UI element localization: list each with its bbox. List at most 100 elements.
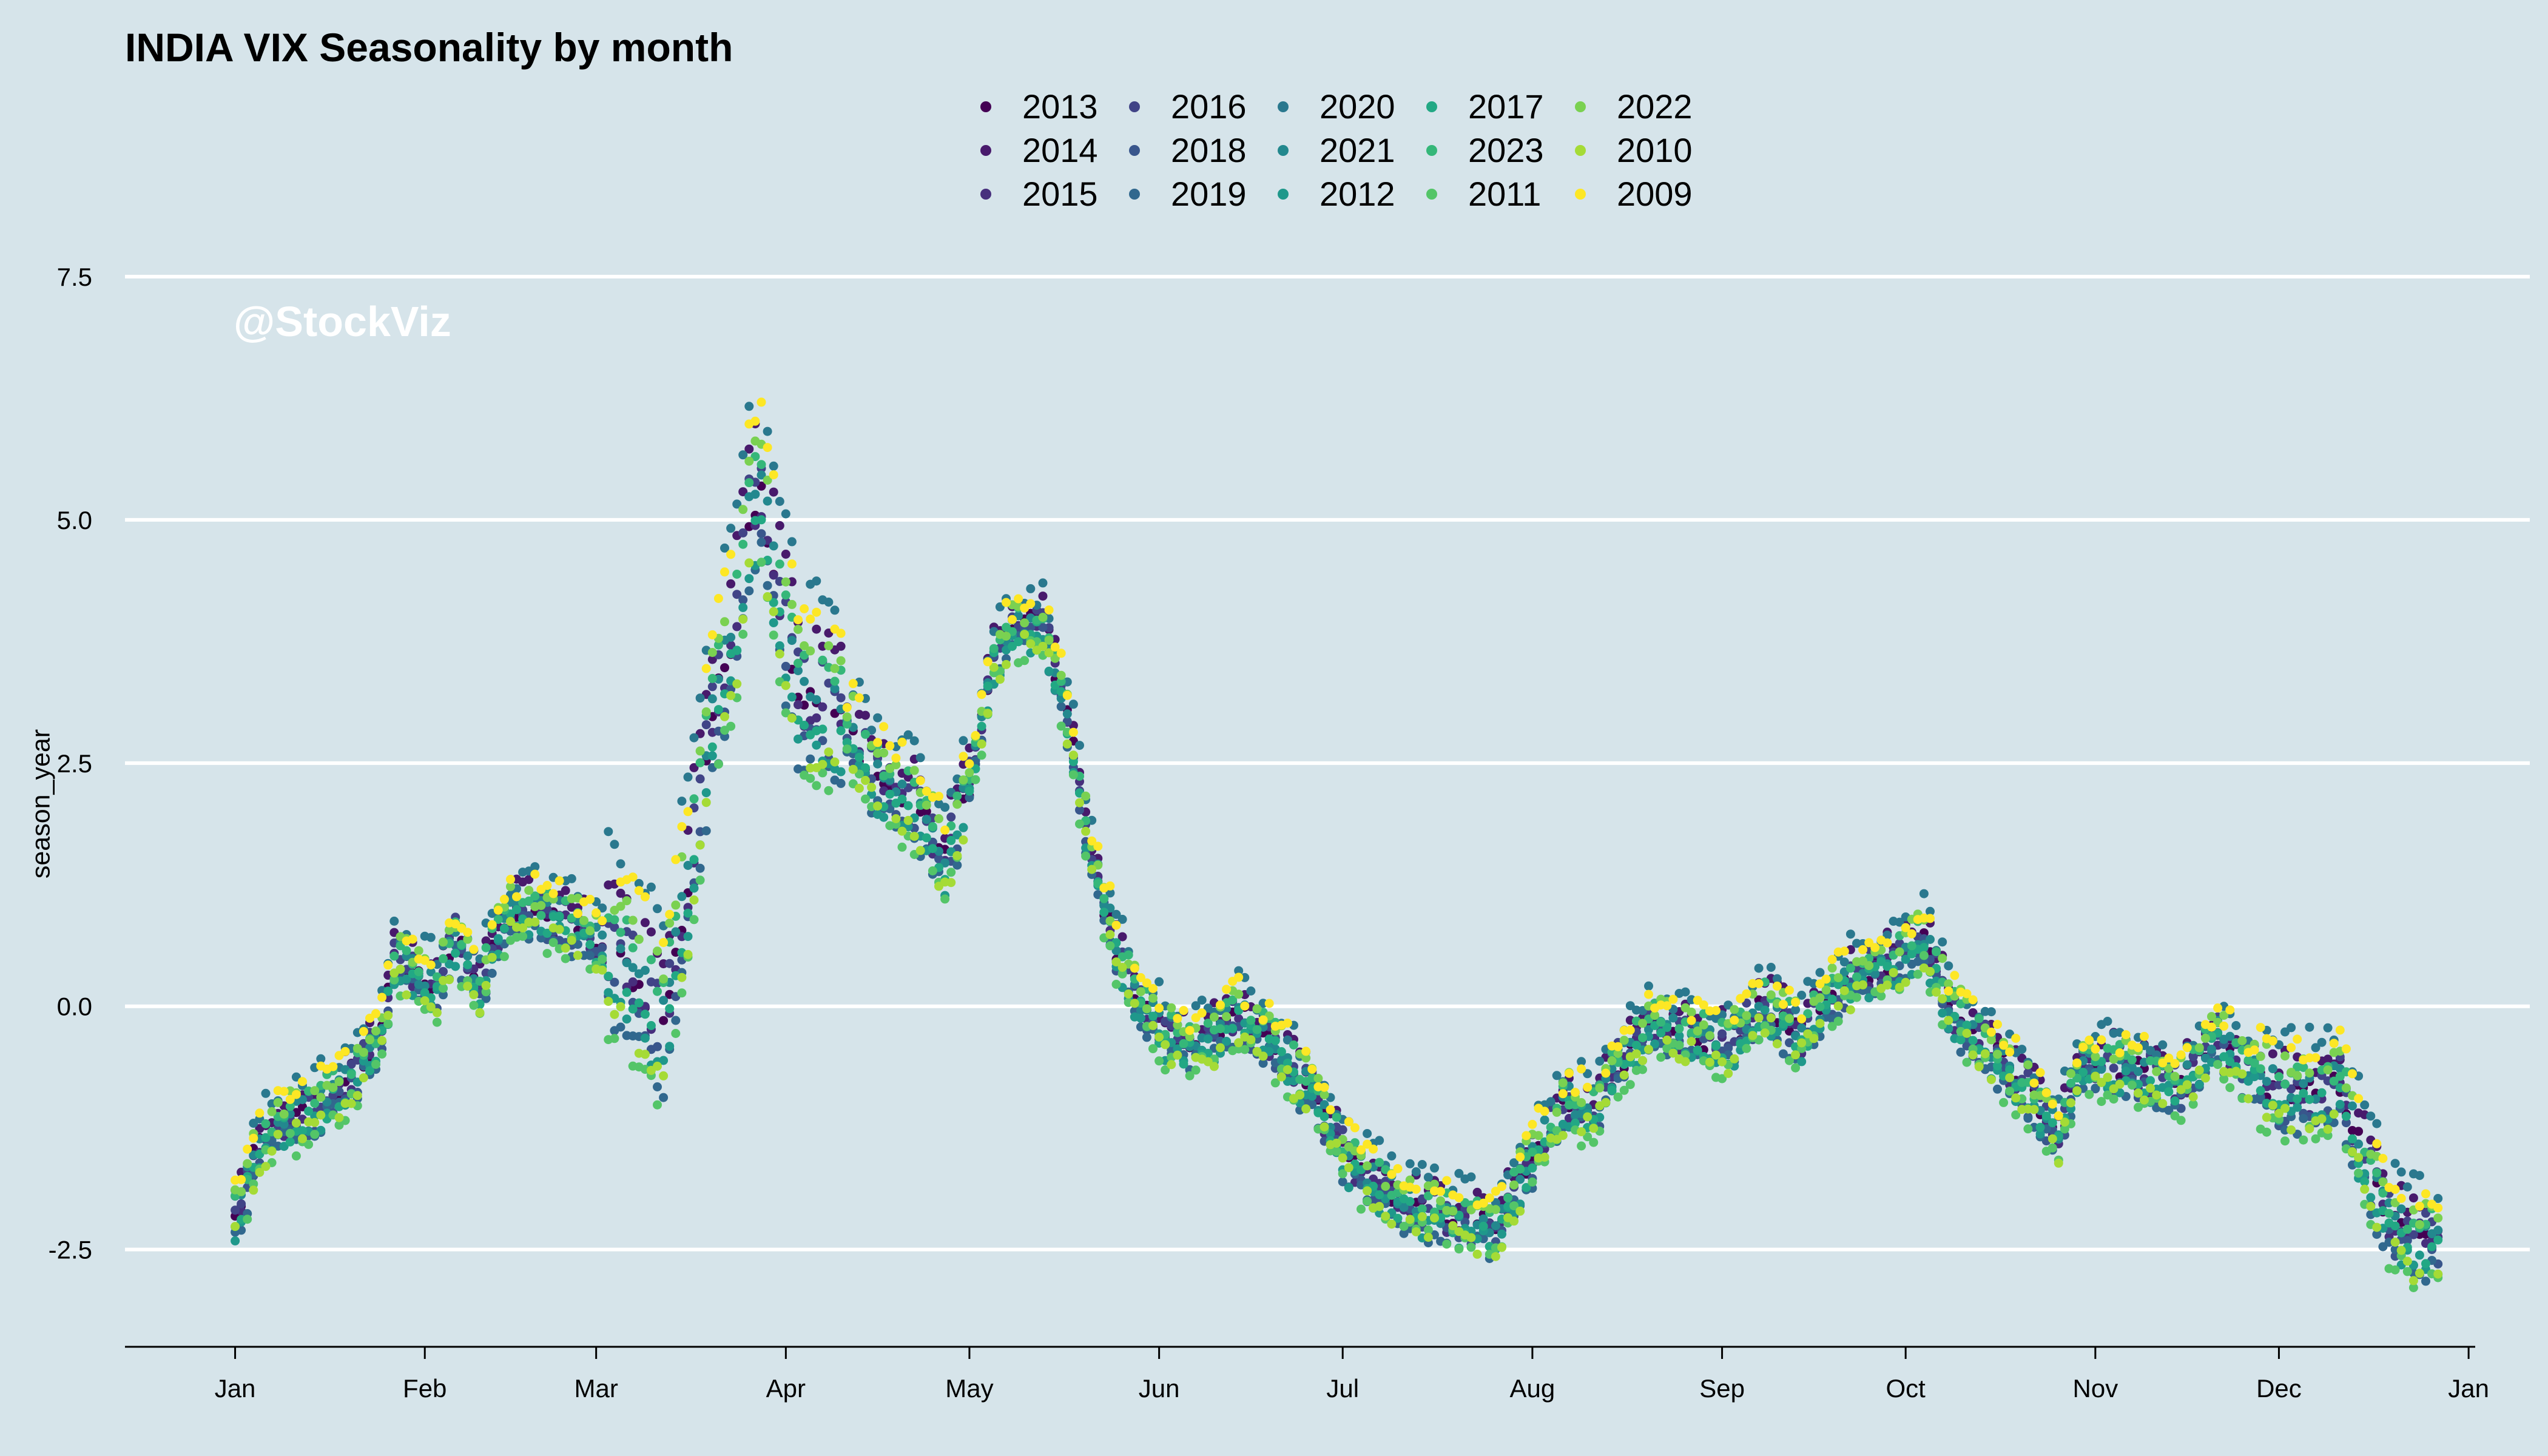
data-point bbox=[1130, 963, 1139, 973]
legend-swatch bbox=[1426, 145, 1437, 156]
legend-swatch bbox=[1426, 189, 1437, 200]
data-point bbox=[824, 641, 834, 650]
data-point bbox=[279, 1109, 289, 1119]
data-point bbox=[1307, 1091, 1317, 1101]
data-point bbox=[1803, 1009, 1813, 1019]
data-point bbox=[634, 886, 644, 895]
data-point bbox=[1136, 1013, 1145, 1023]
data-point bbox=[720, 732, 729, 741]
legend-label: 2023 bbox=[1468, 131, 1544, 169]
data-point bbox=[310, 1086, 320, 1096]
data-point bbox=[1008, 615, 1017, 624]
data-point bbox=[598, 954, 607, 964]
data-point bbox=[377, 1036, 387, 1045]
data-point bbox=[934, 792, 943, 801]
data-point bbox=[781, 661, 790, 671]
data-point bbox=[1650, 1039, 1660, 1049]
data-point bbox=[1797, 1014, 1807, 1023]
data-point bbox=[1491, 1252, 1500, 1261]
data-point bbox=[2341, 1111, 2351, 1121]
data-point bbox=[481, 936, 491, 946]
data-point bbox=[316, 1110, 326, 1120]
data-point bbox=[1705, 1031, 1714, 1040]
data-point bbox=[1301, 1046, 1311, 1056]
data-point bbox=[1993, 1084, 2002, 1094]
data-point bbox=[1111, 946, 1121, 956]
data-point bbox=[1148, 984, 1158, 993]
data-point bbox=[787, 713, 797, 723]
data-point bbox=[1766, 990, 1776, 1000]
data-point bbox=[1276, 1072, 1286, 1082]
data-point bbox=[1197, 996, 1207, 1005]
data-point bbox=[2354, 1168, 2364, 1178]
data-point bbox=[1375, 1158, 1384, 1167]
data-point bbox=[928, 844, 937, 854]
data-point bbox=[757, 470, 766, 480]
data-point bbox=[640, 892, 650, 902]
data-point bbox=[2293, 1034, 2302, 1044]
data-point bbox=[2427, 1242, 2437, 1252]
data-point bbox=[701, 788, 711, 798]
data-point bbox=[1332, 1138, 1341, 1148]
data-point bbox=[463, 951, 473, 961]
data-point bbox=[1693, 1045, 1702, 1055]
data-point bbox=[493, 934, 503, 943]
data-point bbox=[340, 1046, 350, 1056]
data-point bbox=[432, 1008, 442, 1017]
data-point bbox=[439, 954, 448, 963]
data-point bbox=[781, 509, 790, 519]
data-point bbox=[689, 915, 699, 925]
data-point bbox=[628, 915, 638, 925]
data-point bbox=[1944, 1016, 1953, 1025]
data-point bbox=[873, 759, 883, 769]
data-point bbox=[2323, 1065, 2333, 1075]
data-point bbox=[2066, 1079, 2075, 1088]
data-point bbox=[1754, 963, 1764, 973]
data-point bbox=[2207, 1012, 2216, 1022]
x-tick-label: Jul bbox=[1326, 1374, 1359, 1403]
data-point bbox=[683, 772, 693, 782]
data-point bbox=[2158, 1040, 2168, 1050]
data-point bbox=[1326, 1105, 1335, 1114]
data-point bbox=[1552, 1071, 1562, 1080]
data-point bbox=[1387, 1151, 1397, 1161]
data-point bbox=[769, 607, 778, 616]
data-point bbox=[971, 775, 980, 784]
data-point bbox=[836, 778, 846, 788]
data-point bbox=[1430, 1163, 1439, 1173]
data-point bbox=[1344, 1163, 1353, 1173]
data-point bbox=[524, 886, 534, 895]
data-point bbox=[1858, 980, 1868, 989]
data-point bbox=[2035, 1122, 2045, 1132]
data-point bbox=[1644, 1045, 1653, 1054]
data-point bbox=[787, 636, 797, 645]
data-point bbox=[1075, 819, 1084, 829]
data-point bbox=[1833, 1016, 1843, 1026]
data-point bbox=[1222, 1037, 1232, 1046]
data-point bbox=[2091, 1071, 2100, 1081]
data-point bbox=[585, 951, 595, 960]
data-point bbox=[1375, 1202, 1384, 1212]
data-point bbox=[1509, 1201, 1519, 1211]
data-point bbox=[457, 940, 467, 949]
data-point bbox=[1509, 1216, 1519, 1226]
data-point bbox=[420, 988, 430, 997]
data-point bbox=[1148, 993, 1158, 1003]
data-point bbox=[1044, 648, 1054, 658]
data-point bbox=[359, 1026, 368, 1036]
data-point bbox=[2366, 1111, 2376, 1121]
data-point bbox=[604, 997, 613, 1006]
data-point bbox=[744, 574, 754, 584]
data-point bbox=[720, 617, 729, 627]
data-point bbox=[1062, 716, 1072, 726]
data-point bbox=[812, 781, 821, 790]
data-point bbox=[2280, 1136, 2290, 1146]
data-point bbox=[818, 724, 827, 734]
data-point bbox=[1711, 1041, 1721, 1051]
data-point bbox=[1099, 908, 1109, 917]
data-point bbox=[1515, 1164, 1525, 1174]
data-point bbox=[1363, 1196, 1372, 1206]
data-point bbox=[1668, 1048, 1678, 1058]
data-point bbox=[794, 666, 803, 675]
data-point bbox=[2048, 1099, 2057, 1109]
